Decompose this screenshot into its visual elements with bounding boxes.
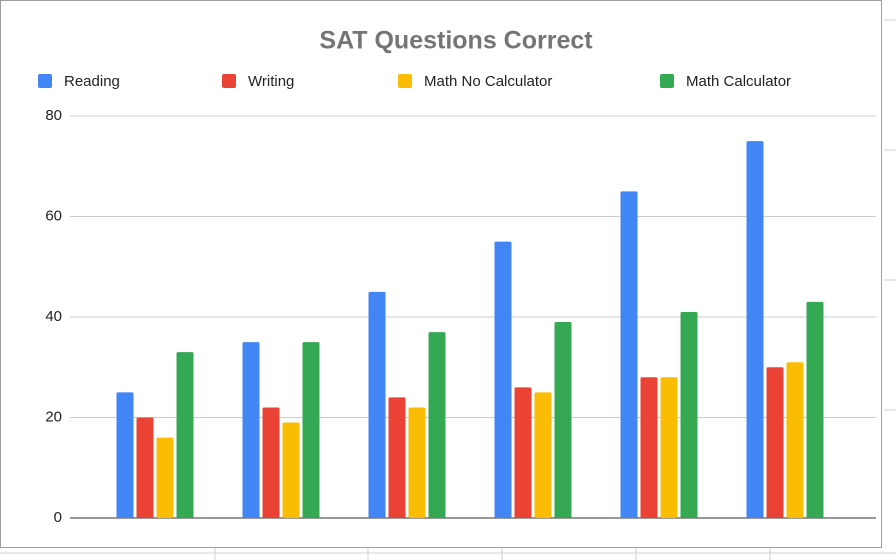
- bar: [156, 437, 174, 518]
- chart-title: SAT Questions Correct: [319, 27, 593, 55]
- bar: [282, 422, 300, 518]
- bar: [534, 392, 552, 518]
- legend-swatch: [660, 74, 674, 88]
- legend-label: Reading: [64, 73, 120, 90]
- y-tick-label: 60: [45, 207, 62, 224]
- bar: [746, 141, 764, 518]
- bar: [368, 291, 386, 518]
- bar: [766, 367, 784, 518]
- bar: [136, 417, 154, 518]
- y-tick-label: 80: [45, 107, 62, 124]
- y-tick-label: 0: [54, 509, 62, 526]
- bar: [806, 301, 824, 518]
- legend-label: Math No Calculator: [424, 73, 552, 90]
- legend-label: Math Calculator: [686, 73, 791, 90]
- legend-label: Writing: [248, 73, 294, 90]
- y-tick-label: 20: [45, 408, 62, 425]
- bar: [428, 332, 446, 518]
- bar: [388, 397, 406, 518]
- bar: [514, 387, 532, 518]
- bar: [660, 377, 678, 518]
- bar: [262, 407, 280, 518]
- bar: [116, 392, 134, 518]
- y-tick-label: 40: [45, 308, 62, 325]
- sheet-grid: [0, 19, 896, 560]
- bar: [302, 342, 320, 518]
- legend-swatch: [222, 74, 236, 88]
- bar: [786, 362, 804, 518]
- legend-swatch: [398, 74, 412, 88]
- bar: [620, 191, 638, 518]
- bar: [494, 241, 512, 518]
- bar: [242, 342, 260, 518]
- legend-swatch: [38, 74, 52, 88]
- bar: [408, 407, 426, 518]
- bar: [176, 352, 194, 518]
- bar: [640, 377, 658, 518]
- bar: [680, 311, 698, 518]
- bar: [554, 322, 572, 518]
